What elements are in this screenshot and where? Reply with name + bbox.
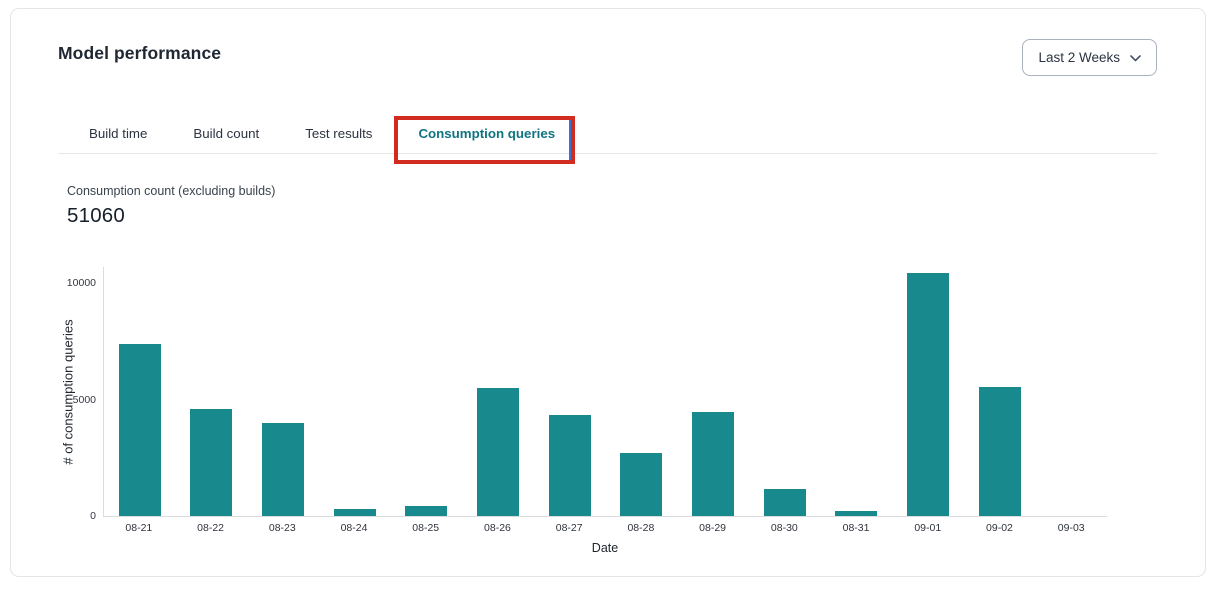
bar-slot: [677, 412, 749, 516]
metric-label: Consumption count (excluding builds): [67, 184, 276, 198]
metric-value: 51060: [67, 204, 126, 227]
chevron-down-icon: [1130, 54, 1141, 62]
bar-08-30[interactable]: [763, 489, 806, 516]
bar-slot: [534, 414, 606, 516]
tab-test-results[interactable]: Test results: [305, 126, 373, 141]
bar-slot: [820, 511, 892, 516]
bars-container: [104, 267, 1107, 516]
x-axis-tick-labels: 08-21 08-22 08-23 08-24 08-25 08-26 08-27 08-28…: [103, 522, 1107, 534]
consumption-queries-chart: # of consumption queries 0 5000 10000 08-2…: [61, 267, 1205, 555]
bar-08-31[interactable]: [835, 511, 878, 516]
card-header: Model performance Last 2 Weeks: [11, 9, 1205, 76]
date-range-dropdown[interactable]: Last 2 Weeks: [1022, 39, 1157, 76]
bar-slot: [462, 388, 534, 516]
x-tick-label: 09-02: [986, 522, 1013, 534]
bar-slot: [892, 273, 964, 516]
x-tick-label: 08-25: [412, 522, 440, 534]
bar-slot: [176, 408, 248, 516]
bar-slot: [964, 386, 1036, 516]
tab-build-time[interactable]: Build time: [89, 126, 148, 141]
bar-08-23[interactable]: [262, 422, 305, 516]
tab-consumption-queries[interactable]: Consumption queries: [394, 116, 576, 164]
tab-build-count[interactable]: Build count: [193, 126, 260, 141]
x-tick-label: 08-23: [268, 522, 296, 534]
x-tick-label: 09-03: [1057, 522, 1085, 534]
y-axis-title: # of consumption queries: [60, 318, 76, 465]
x-tick-label: 08-28: [627, 522, 655, 534]
bar-08-26[interactable]: [477, 388, 520, 516]
bar-09-01[interactable]: [906, 273, 949, 516]
tab-consumption-queries-label: Consumption queries: [418, 126, 556, 141]
page-title: Model performance: [58, 43, 222, 63]
bar-slot: [605, 453, 677, 516]
x-tick-label: 08-30: [770, 522, 798, 534]
y-tick-label: 0: [90, 510, 96, 522]
x-tick-label: 09-01: [914, 522, 942, 534]
bar-slot: [319, 509, 391, 516]
bar-slot: [391, 505, 463, 516]
bar-08-24[interactable]: [333, 509, 376, 516]
y-tick-label: 10000: [66, 277, 96, 289]
metric-block: Consumption count (excluding builds) 510…: [67, 184, 1205, 228]
x-tick-label: 08-22: [197, 522, 224, 534]
bar-slot: [749, 489, 821, 516]
bar-08-27[interactable]: [548, 414, 591, 516]
bar-08-21[interactable]: [118, 343, 161, 516]
chart-plot-area: # of consumption queries 0 5000 10000: [61, 267, 1107, 522]
date-range-value: Last 2 Weeks: [1038, 50, 1120, 65]
x-tick-label: 08-27: [555, 522, 583, 534]
x-tick-label: 08-24: [340, 522, 368, 534]
y-tick-label: 5000: [72, 393, 96, 406]
bar-slot: [104, 343, 176, 516]
bar-09-02[interactable]: [978, 386, 1021, 516]
tab-bar: Build time Build count Test results Cons…: [58, 116, 1158, 164]
bar-08-29[interactable]: [691, 412, 734, 516]
x-tick-label: 08-31: [842, 522, 870, 534]
bar-slot: [247, 422, 319, 516]
focus-outline-artifact: [569, 120, 572, 160]
x-tick-label: 08-26: [484, 522, 511, 534]
bar-08-25[interactable]: [405, 505, 448, 516]
x-axis-title: Date: [591, 541, 619, 555]
x-tick-label: 08-21: [125, 522, 153, 534]
model-performance-card: Model performance Last 2 Weeks Build tim…: [10, 8, 1206, 577]
bar-08-28[interactable]: [620, 453, 663, 516]
x-tick-label: 08-29: [699, 522, 727, 534]
bar-08-22[interactable]: [190, 408, 233, 516]
